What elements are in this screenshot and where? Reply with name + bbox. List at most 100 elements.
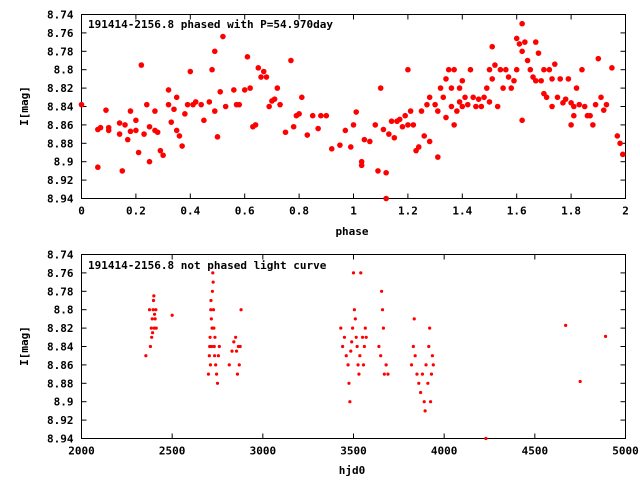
data-point: [182, 111, 188, 117]
data-point: [212, 344, 216, 349]
data-point: [405, 66, 411, 73]
data-point: [260, 68, 267, 75]
data-point: [527, 66, 534, 73]
data-point: [347, 381, 351, 385]
data-point: [208, 335, 212, 339]
data-point: [342, 335, 347, 339]
data-point: [116, 120, 123, 126]
data-point: [207, 354, 211, 358]
y-tick-label: 8.88: [47, 377, 74, 390]
data-point: [576, 101, 583, 108]
data-point: [581, 103, 588, 110]
data-point: [428, 400, 433, 404]
data-point: [339, 326, 343, 330]
data-point: [214, 372, 219, 376]
data-point: [346, 363, 350, 367]
data-point: [484, 436, 488, 441]
data-point: [609, 65, 615, 71]
phased-plot-xlabel: phase: [335, 225, 368, 238]
data-point: [475, 96, 482, 102]
x-tick-label: 0.6: [235, 205, 255, 218]
data-point: [342, 127, 349, 134]
data-point: [350, 340, 354, 344]
data-point: [78, 101, 85, 108]
data-point: [95, 164, 101, 171]
x-tick-label: 5000: [612, 445, 639, 458]
data-point: [241, 87, 248, 93]
data-point: [299, 94, 305, 101]
data-point: [133, 127, 139, 134]
data-point: [211, 280, 215, 284]
data-point: [511, 77, 517, 84]
data-point: [358, 354, 362, 358]
y-tick-label: 8.86: [47, 359, 74, 372]
data-point: [230, 349, 234, 353]
unphased-plot-ylabel: I[mag]: [18, 326, 31, 366]
x-tick-label: 0.4: [180, 205, 200, 218]
data-point: [360, 335, 365, 339]
data-point: [383, 169, 389, 176]
data-point: [418, 390, 423, 395]
data-point: [361, 363, 366, 367]
data-point: [426, 381, 430, 385]
data-point: [422, 400, 426, 404]
data-point: [127, 128, 134, 135]
data-point: [386, 131, 392, 137]
data-point: [492, 62, 498, 68]
x-tick-label: 1.4: [452, 205, 472, 218]
data-point: [363, 326, 367, 330]
data-point: [282, 129, 289, 136]
data-point: [364, 335, 368, 339]
data-point: [549, 76, 555, 82]
data-point: [443, 114, 449, 121]
data-point: [361, 136, 368, 143]
data-point: [323, 112, 330, 119]
data-point: [459, 77, 466, 84]
data-point: [127, 108, 134, 114]
data-point: [347, 144, 354, 150]
y-tick-label: 8.94: [47, 433, 74, 446]
data-point: [151, 298, 156, 303]
data-point: [208, 363, 213, 367]
data-point: [568, 122, 574, 128]
data-point: [538, 77, 544, 84]
data-point: [462, 94, 468, 101]
data-point: [315, 125, 321, 132]
data-point: [176, 133, 183, 139]
data-point: [435, 108, 441, 114]
data-point: [541, 66, 547, 73]
data-point: [380, 289, 384, 293]
data-point: [489, 76, 496, 82]
data-point: [437, 85, 444, 91]
data-point: [152, 294, 156, 298]
data-point: [210, 289, 215, 293]
data-point: [211, 48, 218, 55]
data-point: [235, 372, 240, 376]
data-point: [424, 101, 430, 108]
unphased-plot-frame: [81, 254, 626, 439]
data-point: [383, 195, 389, 202]
data-point: [519, 48, 525, 55]
data-point: [227, 363, 231, 367]
data-point: [337, 142, 343, 148]
data-point: [524, 57, 531, 64]
data-point: [456, 85, 463, 91]
data-point: [356, 363, 360, 367]
data-point: [619, 151, 626, 158]
data-point: [173, 94, 180, 101]
data-point: [543, 94, 550, 101]
data-point: [431, 363, 435, 367]
data-point: [421, 133, 428, 139]
data-point: [210, 344, 214, 349]
data-point: [277, 101, 283, 108]
phased-plot-ylabel: I[mag]: [18, 86, 31, 126]
y-tick-label: 8.92: [47, 174, 74, 187]
data-point: [244, 54, 251, 60]
y-tick-label: 8.84: [47, 341, 74, 354]
data-point: [296, 111, 302, 117]
data-point: [184, 101, 191, 108]
data-point: [546, 66, 553, 73]
data-point: [318, 112, 324, 119]
data-point: [209, 317, 213, 321]
data-point: [426, 138, 433, 145]
